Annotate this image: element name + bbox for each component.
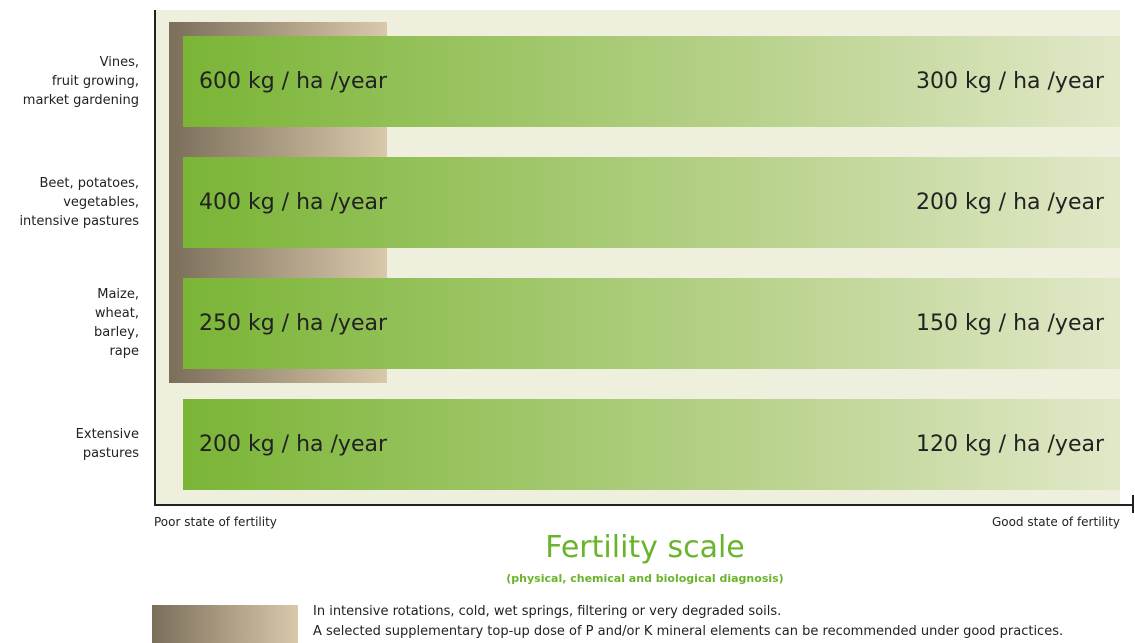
bar (183, 157, 1120, 248)
row-label: pastures (82, 446, 139, 461)
row-label: vegetables, (63, 194, 139, 210)
row-label: Extensive (75, 427, 139, 442)
bar (183, 399, 1120, 490)
right-value: 200 kg / ha /year (916, 190, 1104, 215)
title: Fertility scale (545, 530, 745, 565)
axis-right-label: Good state of fertility (991, 515, 1120, 529)
row-label: Maize, (97, 287, 139, 302)
right-value: 150 kg / ha /year (916, 311, 1104, 336)
right-value: 300 kg / ha /year (916, 69, 1104, 94)
left-value: 200 kg / ha /year (199, 432, 387, 457)
bar (183, 36, 1120, 127)
row-label: market gardening (22, 92, 139, 108)
left-value: 600 kg / ha /year (199, 69, 387, 94)
row-label: barley, (94, 325, 139, 340)
axis-tick (1132, 495, 1134, 513)
row-label: intensive pastures (19, 213, 139, 229)
left-value: 400 kg / ha /year (199, 190, 387, 215)
row-label: wheat, (94, 306, 139, 321)
row-label: rape (109, 344, 139, 359)
right-value: 120 kg / ha /year (916, 432, 1104, 457)
row-label: Beet, potatoes, (39, 175, 140, 191)
legend-text: In intensive rotations, cold, wet spring… (313, 604, 782, 619)
axis-left-label: Poor state of fertility (154, 515, 277, 529)
row-label: fruit growing, (51, 73, 139, 89)
subtitle: (physical, chemical and biological diagn… (506, 572, 784, 585)
left-value: 250 kg / ha /year (199, 311, 387, 336)
y-axis (154, 10, 156, 506)
legend-swatch (152, 605, 298, 643)
row-label: Vines, (99, 54, 139, 70)
x-axis (154, 504, 1133, 506)
bar (183, 278, 1120, 369)
legend-text: A selected supplementary top-up dose of … (313, 624, 1064, 639)
